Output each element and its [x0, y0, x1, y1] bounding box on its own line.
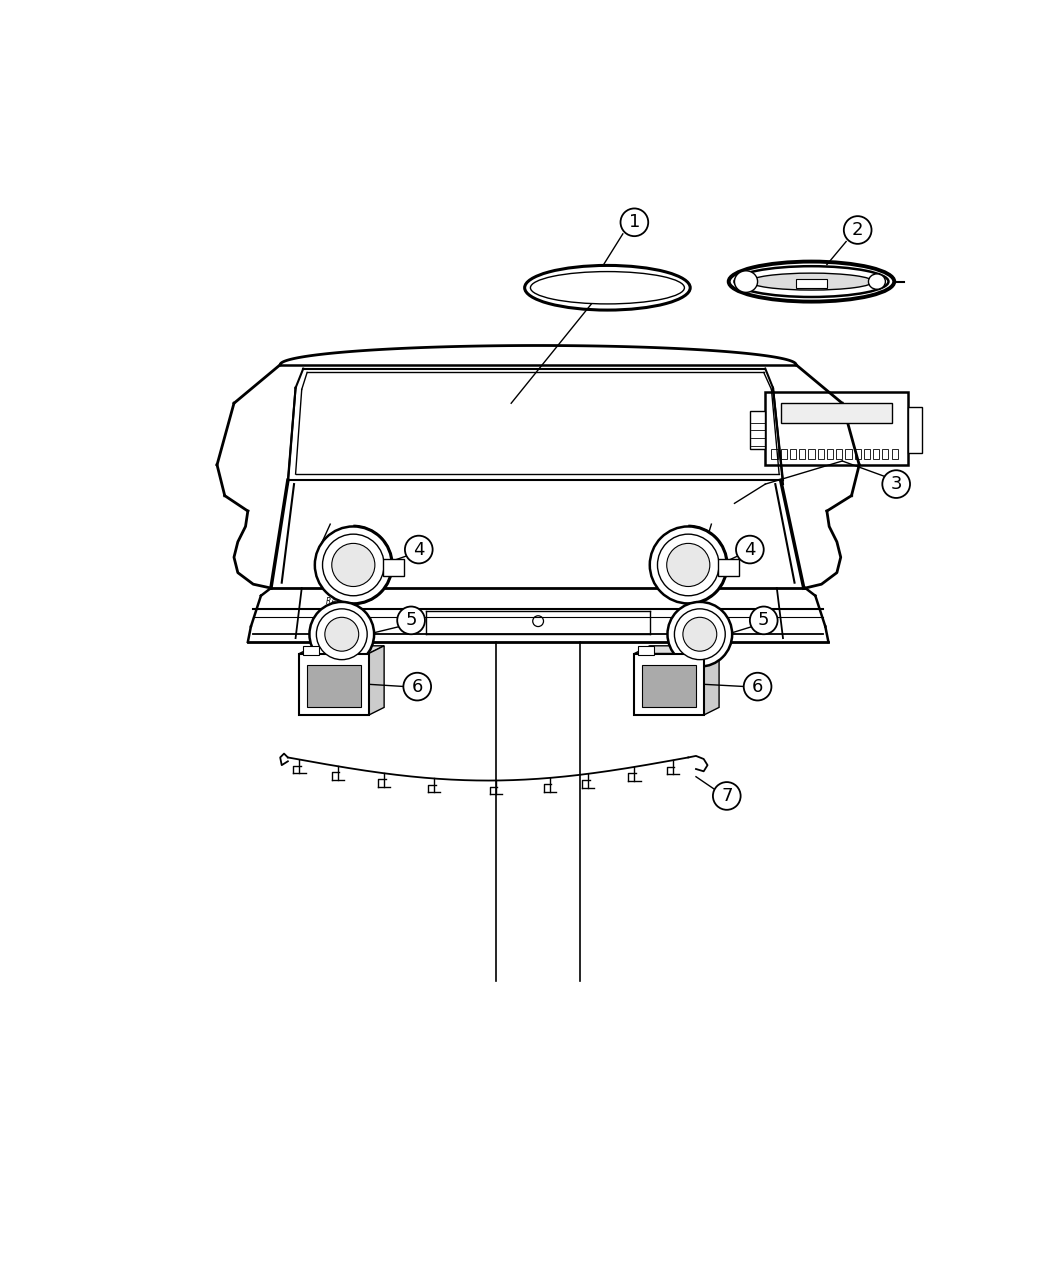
FancyBboxPatch shape — [307, 666, 361, 708]
Ellipse shape — [530, 272, 685, 303]
FancyBboxPatch shape — [303, 646, 319, 655]
FancyBboxPatch shape — [717, 558, 739, 576]
FancyBboxPatch shape — [750, 411, 765, 450]
Circle shape — [621, 208, 648, 236]
Ellipse shape — [735, 270, 757, 292]
Ellipse shape — [729, 261, 895, 302]
Circle shape — [750, 607, 778, 634]
FancyBboxPatch shape — [796, 278, 827, 288]
Text: 5: 5 — [405, 612, 417, 630]
Circle shape — [322, 534, 384, 595]
Text: 4: 4 — [744, 541, 756, 558]
Circle shape — [315, 527, 392, 603]
Polygon shape — [634, 646, 719, 654]
Circle shape — [650, 527, 727, 603]
Text: 6: 6 — [412, 677, 423, 696]
Ellipse shape — [750, 273, 874, 289]
Circle shape — [310, 602, 374, 667]
Circle shape — [668, 602, 732, 667]
Circle shape — [403, 673, 432, 700]
Circle shape — [674, 609, 726, 659]
Ellipse shape — [735, 266, 888, 297]
Circle shape — [667, 543, 710, 586]
FancyBboxPatch shape — [382, 558, 404, 576]
Circle shape — [657, 534, 719, 595]
FancyBboxPatch shape — [638, 646, 653, 655]
Text: 3: 3 — [890, 476, 902, 493]
Polygon shape — [704, 646, 719, 715]
FancyBboxPatch shape — [643, 666, 696, 708]
Circle shape — [736, 536, 763, 564]
Polygon shape — [369, 646, 384, 715]
Text: 2: 2 — [852, 221, 863, 238]
FancyBboxPatch shape — [765, 391, 907, 465]
Circle shape — [316, 609, 368, 659]
Circle shape — [332, 543, 375, 586]
Ellipse shape — [868, 274, 885, 289]
FancyBboxPatch shape — [907, 407, 922, 454]
Text: RAM 1500: RAM 1500 — [327, 598, 365, 607]
Text: 1: 1 — [629, 213, 640, 231]
Circle shape — [324, 617, 359, 652]
Text: 6: 6 — [752, 677, 763, 696]
Circle shape — [682, 617, 717, 652]
Ellipse shape — [525, 265, 690, 310]
Polygon shape — [634, 654, 704, 715]
Text: 7: 7 — [721, 787, 733, 805]
Text: 5: 5 — [758, 612, 770, 630]
Circle shape — [882, 470, 910, 499]
Circle shape — [397, 607, 425, 634]
Polygon shape — [299, 654, 369, 715]
Circle shape — [713, 782, 740, 810]
Polygon shape — [299, 646, 384, 654]
Circle shape — [405, 536, 433, 564]
FancyBboxPatch shape — [781, 403, 892, 422]
Circle shape — [844, 217, 872, 244]
Text: 4: 4 — [413, 541, 424, 558]
Circle shape — [743, 673, 772, 700]
